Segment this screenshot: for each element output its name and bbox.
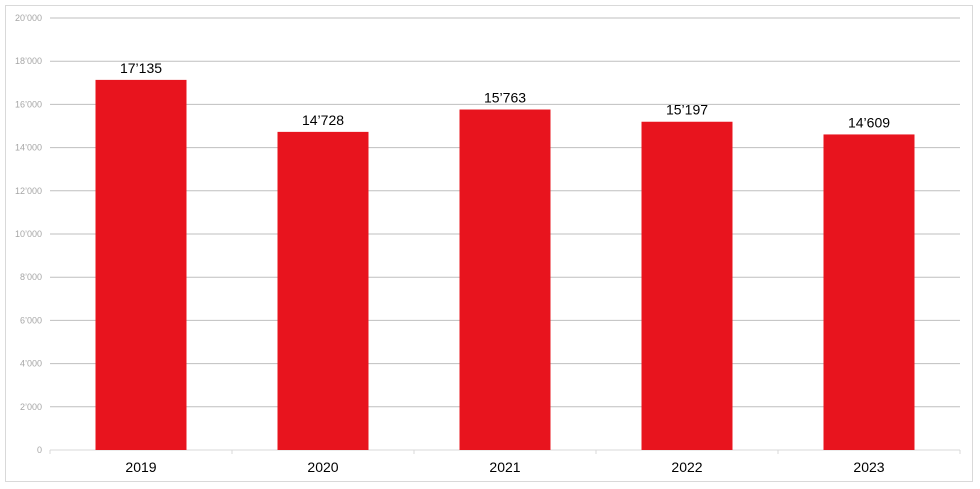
bar-2020 <box>277 131 369 451</box>
y-tick-label: 20’000 <box>15 13 42 23</box>
x-tick-label-2021: 2021 <box>489 459 520 475</box>
y-tick-label: 6’000 <box>20 315 42 325</box>
y-tick-label: 0 <box>37 445 42 455</box>
y-tick-label: 4’000 <box>20 359 42 369</box>
x-tick-label-2023: 2023 <box>853 459 884 475</box>
x-tick-label-2019: 2019 <box>125 459 156 475</box>
y-tick-label: 12’000 <box>15 186 42 196</box>
y-tick-label: 16’000 <box>15 99 42 109</box>
y-tick-label: 14’000 <box>15 143 42 153</box>
y-tick-label: 2’000 <box>20 402 42 412</box>
data-label-2023: 14’609 <box>848 114 890 130</box>
x-tick-label-2022: 2022 <box>671 459 702 475</box>
bar-2022 <box>641 121 733 450</box>
data-label-2022: 15’197 <box>666 102 708 118</box>
y-tick-label: 18’000 <box>15 56 42 66</box>
data-label-2019: 17’135 <box>120 60 162 76</box>
bar-2023 <box>823 134 915 450</box>
x-tick-label-2020: 2020 <box>307 459 338 475</box>
y-tick-label: 8’000 <box>20 272 42 282</box>
data-label-2021: 15’763 <box>484 90 526 106</box>
data-label-2020: 14’728 <box>302 112 344 128</box>
bar-2019 <box>95 79 187 450</box>
y-tick-label: 10’000 <box>15 229 42 239</box>
bar-2021 <box>459 109 551 451</box>
